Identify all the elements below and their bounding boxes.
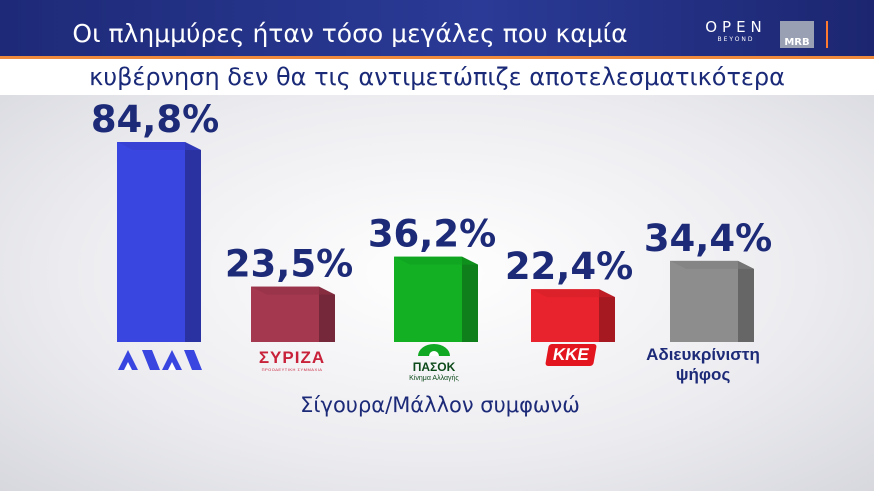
bar-5-value-label: 34,4% xyxy=(644,217,772,260)
mrb-accent xyxy=(826,21,828,48)
x-axis-label: Σίγουρα/Μάλλον συμφωνώ xyxy=(300,393,580,417)
brand-beyond: BEYOND xyxy=(717,36,755,43)
nd-logo: ΝΔ xyxy=(116,346,206,379)
header-divider xyxy=(0,56,874,59)
bar-3-top xyxy=(394,256,478,265)
pasok-logo: ΠΑΣΟΚ Κίνημα Αλλαγής xyxy=(396,343,472,383)
chart-title-line1: Οι πλημμύρες ήταν τόσο μεγάλες που καμία xyxy=(72,19,628,48)
pasok-logo-subtext: Κίνημα Αλλαγής xyxy=(409,375,459,382)
bar-3-side xyxy=(462,256,478,342)
bar-1-top xyxy=(117,142,201,150)
undecided-label: Αδιευκρίνιστη ψήφος xyxy=(646,345,760,384)
bar-2-top xyxy=(251,286,335,295)
pasok-logo-text: ΠΑΣΟΚ xyxy=(412,360,456,374)
syriza-logo-subtext: ΠΡΟΟΔΕΥΤΙΚΗ ΣΥΜΜΑΧΙΑ xyxy=(261,367,323,372)
mrb-logo: MRB xyxy=(780,21,814,48)
bar-2-front xyxy=(251,286,319,342)
bar-5-side xyxy=(738,260,754,342)
bar-3-front xyxy=(394,256,462,342)
bar-2-value-label: 23,5% xyxy=(225,243,353,286)
bar-1-side xyxy=(185,142,201,342)
syriza-logo-text: ΣΥΡΙΖΑ xyxy=(258,348,326,367)
bar-4-top xyxy=(531,289,615,298)
header-bar: Οι πλημμύρες ήταν τόσο μεγάλες που καμία… xyxy=(0,0,874,56)
kke-logo: ΚΚΕ xyxy=(531,344,611,366)
kke-logo-text: ΚΚΕ xyxy=(545,344,597,366)
syriza-logo: ΣΥΡΙΖΑ ΠΡΟΟΔΕΥΤΙΚΗ ΣΥΜΜΑΧΙΑ xyxy=(246,349,338,373)
pasok-sun-icon xyxy=(418,344,450,361)
chart-title-line2: κυβέρνηση δεν θα τις αντιμετώπιζε αποτελ… xyxy=(0,59,874,95)
bar-5-top xyxy=(670,260,754,269)
bar-5-front xyxy=(670,260,738,342)
bar-1-front xyxy=(117,142,185,342)
bar-2-side xyxy=(319,286,335,342)
bar-4-front xyxy=(531,289,599,342)
bar-4-side xyxy=(599,289,615,342)
bar-4-value-label: 22,4% xyxy=(505,245,633,288)
open-beyond-logo: OPEN BEYOND xyxy=(700,18,772,44)
brand-open: OPEN xyxy=(705,18,767,36)
bar-1-value-label: 84,8% xyxy=(91,98,219,141)
nd-logo-icon xyxy=(118,350,202,370)
bar-3-value-label: 36,2% xyxy=(368,213,496,256)
